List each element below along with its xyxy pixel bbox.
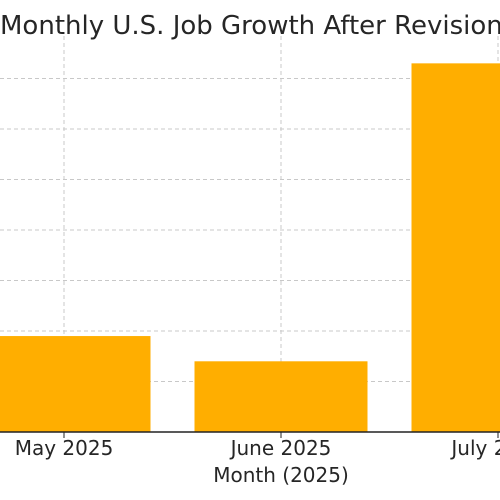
x-tick-label: May 2025 [15,436,114,460]
bar-june-2025 [194,361,368,432]
chart-title: Monthly U.S. Job Growth After Revisions [0,11,500,41]
bar-may-2025 [0,336,151,432]
x-axis-label: Month (2025) [213,463,349,487]
x-tick-label: July 2025 [449,436,500,460]
bars [0,63,500,432]
x-axis-ticks: May 2025 June 2025 July 2025 [15,432,500,460]
x-tick-label: June 2025 [229,436,332,460]
bar-july-2025 [411,63,500,432]
